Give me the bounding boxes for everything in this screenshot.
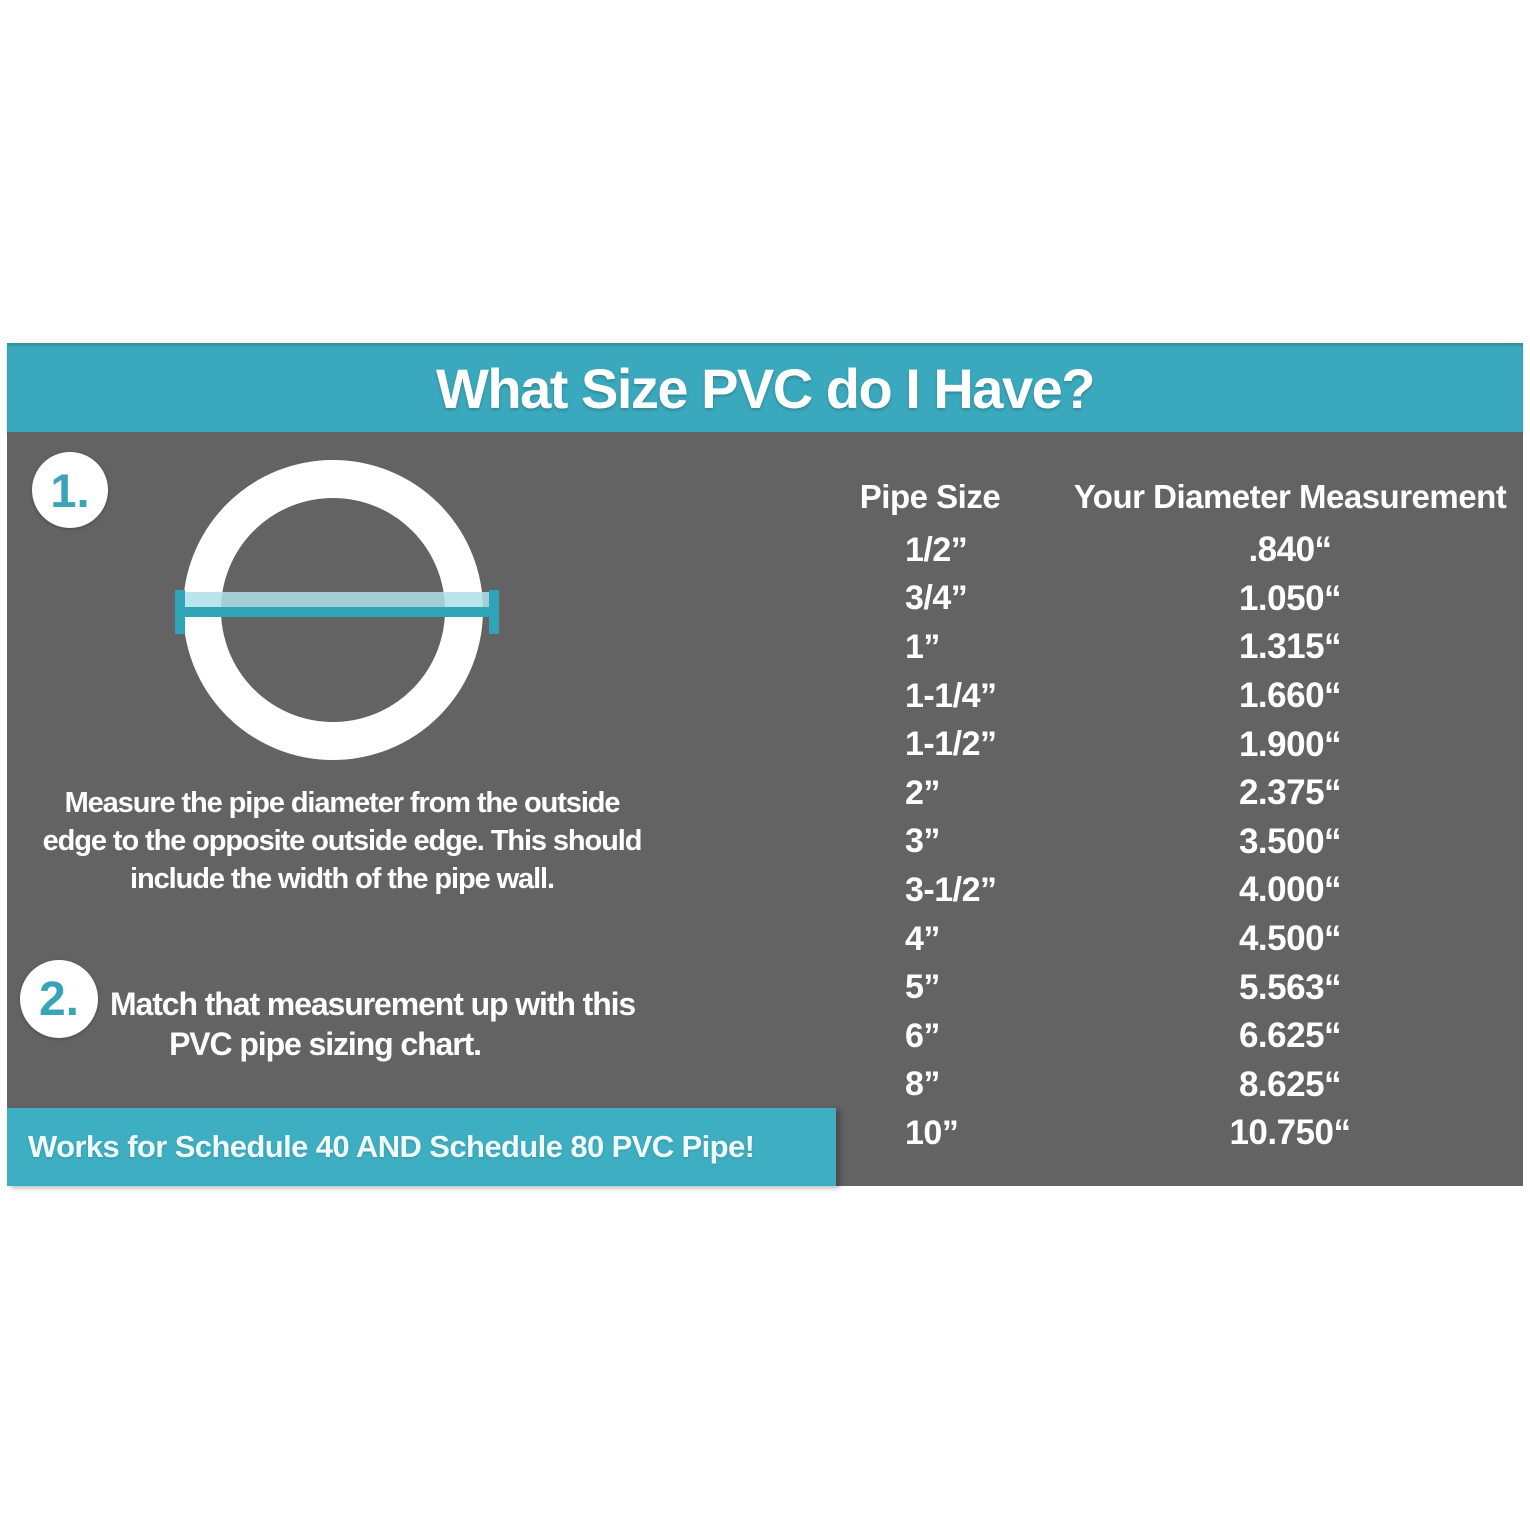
pipe-size-cell: 4”	[905, 919, 940, 958]
measure-tick-left	[175, 590, 185, 634]
measure-line-highlight	[185, 592, 489, 607]
step-1-text: Measure the pipe diameter from the outsi…	[17, 784, 667, 898]
step-1-badge: 1.	[32, 452, 108, 528]
step-1-line-3: include the width of the pipe wall.	[130, 863, 555, 895]
diameter-cell: 3.500“	[1238, 821, 1342, 861]
main-panel: 1. Measure the pipe diameter from the ou…	[7, 432, 1523, 1186]
pipe-size-cell: 1”	[905, 627, 940, 666]
step-1-number: 1.	[50, 463, 90, 517]
diameter-cell: 2.375“	[1238, 773, 1342, 813]
step-2-line-1: Match that measurement up with this	[110, 986, 636, 1022]
diameter-cell: 10.750“	[1229, 1113, 1351, 1153]
diameter-cell: 4.000“	[1238, 870, 1342, 910]
pipe-size-cell: 1-1/4”	[905, 676, 997, 715]
pipe-size-cell: 3”	[905, 822, 940, 861]
pipe-size-cell: 8”	[905, 1065, 940, 1104]
diameter-cell: 1.050“	[1238, 578, 1342, 618]
diameter-cell: 1.900“	[1238, 724, 1342, 764]
step-2-number: 2.	[38, 972, 80, 1026]
diameter-cell: 5.563“	[1238, 967, 1342, 1007]
diameter-cell: 1.315“	[1238, 627, 1342, 667]
diameter-cell: 1.660“	[1238, 676, 1342, 716]
step-2-text: Match that measurement up with this PVC …	[110, 984, 636, 1064]
step-2-badge: 2.	[20, 960, 98, 1038]
pipe-size-cell: 6”	[905, 1016, 940, 1055]
pipe-size-cell: 10”	[905, 1113, 959, 1152]
measure-tick-right	[489, 590, 499, 634]
column-header-diameter: Your Diameter Measurement	[1073, 478, 1507, 515]
diameter-cell: 4.500“	[1238, 919, 1342, 959]
step-1-line-1: Measure the pipe diameter from the outsi…	[64, 787, 621, 819]
step-2-line-2: PVC pipe sizing chart.	[169, 1026, 482, 1062]
column-header-pipe-size: Pipe Size	[859, 478, 1001, 515]
pipe-size-cell: 3/4”	[905, 579, 968, 618]
page-title: What Size PVC do I Have?	[436, 357, 1095, 420]
pipe-size-cell: 3-1/2”	[905, 870, 997, 909]
measure-line	[177, 607, 499, 617]
pipe-size-cell: 1/2”	[905, 530, 968, 569]
diameter-cell: 6.625“	[1238, 1016, 1342, 1056]
pipe-size-table: Pipe Size Your Diameter Measurement 1/2”…	[850, 468, 1520, 1158]
diameter-cell: .840“	[1248, 530, 1332, 570]
schedule-compatibility-banner: Works for Schedule 40 AND Schedule 80 PV…	[7, 1108, 836, 1186]
header-band: What Size PVC do I Have?	[7, 343, 1523, 432]
pipe-size-cell: 1-1/2”	[905, 725, 997, 764]
step-1-line-2: edge to the opposite outside edge. This …	[42, 825, 643, 857]
pipe-size-cell: 2”	[905, 773, 940, 812]
pipe-size-cell: 5”	[905, 968, 940, 1007]
banner-text: Works for Schedule 40 AND Schedule 80 PV…	[28, 1129, 755, 1164]
diameter-cell: 8.625“	[1238, 1064, 1342, 1104]
